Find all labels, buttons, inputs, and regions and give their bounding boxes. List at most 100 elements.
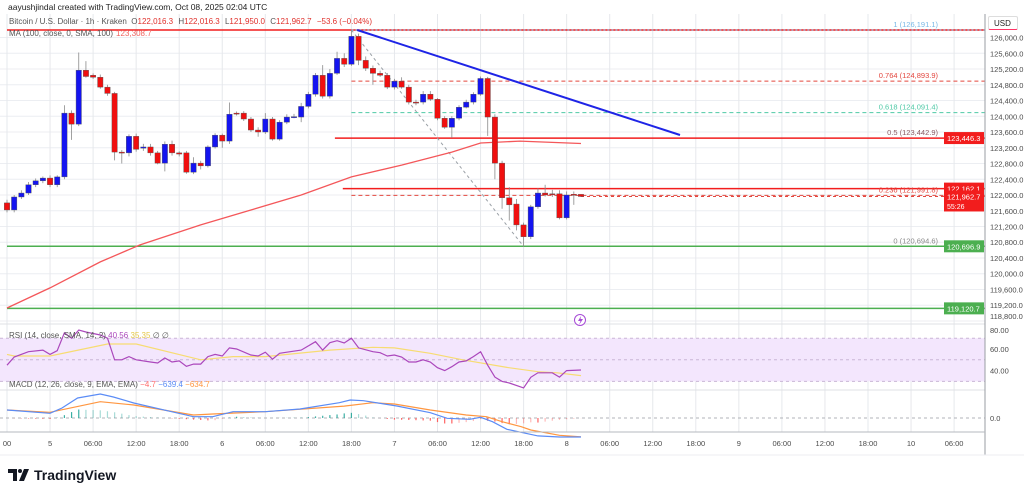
time-tick-label: 18:00	[859, 439, 878, 448]
candle-bullish	[326, 73, 333, 97]
rsi-legend-sma: 35.35	[130, 331, 151, 340]
price-tag-bg	[944, 240, 984, 253]
symbol-name[interactable]: Bitcoin / U.S. Dollar · 1h · Kraken	[9, 17, 127, 26]
candle-bullish	[75, 70, 82, 125]
macd-legend-macd: −639.4	[158, 380, 183, 389]
time-tick-label: 06:00	[84, 439, 103, 448]
trendline[interactable]	[356, 29, 681, 136]
candle-bullish	[283, 116, 290, 123]
candle-bullish	[334, 58, 340, 74]
rsi-legend-value: 40.56	[108, 331, 129, 340]
lightning-glyph	[578, 316, 583, 325]
price-tick-label: 120,800.0	[990, 238, 1023, 247]
candle-bullish	[456, 107, 462, 119]
candle-bearish	[506, 197, 513, 206]
price-tag-bg	[944, 132, 984, 145]
time-tick-label: 10	[907, 439, 915, 448]
price-tick-label: 124,000.0	[990, 112, 1023, 121]
macd-legend-signal: −634.7	[185, 380, 210, 389]
time-tick-label: 06:00	[428, 439, 447, 448]
time-tick-label: 9	[737, 439, 741, 448]
candle-bearish	[319, 75, 326, 97]
horizontal-lines[interactable]	[7, 29, 985, 310]
last-price-tag: 121,962.7	[947, 192, 980, 201]
fib-level-label: 0.5 (123,442.9)	[887, 128, 938, 137]
candle-bearish	[83, 70, 89, 77]
axes[interactable]: 126,000.0 125,600.0 125,200.0 124,800.0 124,…	[0, 14, 1024, 456]
tradingview-logo[interactable]: TradingView	[8, 467, 116, 483]
price-tag: 123,446.3	[947, 134, 980, 143]
fib-level-label: 0.236 (121,991.8)	[879, 185, 939, 194]
candle-bearish	[176, 152, 183, 155]
rsi-tick-label: 60.00	[990, 345, 1009, 354]
candle-bullish	[535, 192, 541, 208]
candle-bearish	[68, 112, 75, 125]
price-tick-label: 121,200.0	[990, 223, 1023, 232]
price-tick-label: 124,400.0	[990, 97, 1023, 106]
time-tick-label: 8	[565, 439, 569, 448]
macd-tick-label: 0.0	[990, 414, 1000, 423]
time-tick-label: 18:00	[342, 439, 361, 448]
rsi-line	[6, 329, 582, 389]
candle-bullish	[527, 206, 534, 237]
candle-bearish	[219, 134, 226, 142]
macd-legend-label: MACD (12, 26, close, 9, EMA, EMA)	[9, 380, 138, 389]
candle-bullish	[204, 146, 211, 167]
close-value: 121,962.7	[276, 17, 312, 26]
price-tag: 119,120.7	[947, 304, 980, 313]
last-price-tag-bg	[944, 190, 984, 212]
time-tick-label: 06:00	[600, 439, 619, 448]
macd-legend[interactable]: MACD (12, 26, close, 9, EMA, EMA) −4.7 −…	[9, 380, 210, 389]
candle-bearish	[370, 68, 376, 74]
candle-bullish	[276, 121, 283, 140]
candle-bullish	[312, 75, 319, 95]
rsi-legend-label: RSI (14, close, SMA, 14, 2)	[9, 331, 106, 340]
macd-pane	[6, 393, 582, 438]
candle-bearish	[147, 146, 154, 154]
candle-bullish	[18, 192, 25, 198]
time-tick-label: 12:00	[471, 439, 490, 448]
candle-bearish	[233, 112, 240, 115]
currency-button[interactable]: USD	[988, 16, 1018, 30]
close-label: C	[270, 17, 277, 26]
time-tick-label: 12:00	[643, 439, 662, 448]
price-tick-label: 126,000.0	[990, 34, 1023, 43]
rsi-legend[interactable]: RSI (14, close, SMA, 14, 2) 40.56 35.35 …	[9, 331, 169, 340]
candle-bearish	[549, 193, 556, 196]
candle-bearish	[90, 75, 97, 78]
time-tick-label: 06:00	[773, 439, 792, 448]
rsi-sma-line	[6, 343, 582, 377]
time-tick-label: 18:00	[514, 439, 533, 448]
low-label: L	[224, 17, 230, 26]
fib-level-label: 1 (126,191.1)	[893, 20, 938, 29]
time-tick-label: 12:00	[299, 439, 318, 448]
price-tick-label: 123,600.0	[990, 128, 1023, 137]
candle-bullish	[448, 118, 455, 128]
candle-bullish	[463, 101, 470, 108]
candle-bullish	[391, 81, 398, 88]
ma-legend-value: 123,308.7	[116, 29, 152, 38]
candle-bearish	[492, 116, 498, 164]
candle-bearish	[4, 202, 10, 211]
candle-bullish	[61, 112, 68, 178]
chart-credit: aayushjindal created with TradingView.co…	[8, 2, 268, 12]
candle-bullish	[477, 78, 484, 95]
candle-bearish	[133, 136, 140, 150]
candle-bullish	[470, 94, 477, 103]
time-tick-label: 06:00	[945, 439, 964, 448]
candle-bullish	[348, 36, 355, 65]
ma-legend-label: MA (100, close, 0, SMA, 100)	[9, 29, 114, 38]
fibonacci-retracement[interactable]: 1 (126,191.1) 0.764 (124,893.9) 0.618 (124…	[351, 20, 985, 247]
candle-bearish	[398, 81, 405, 88]
price-tick-label: 119,600.0	[990, 285, 1023, 294]
candle-bearish	[248, 118, 254, 131]
rsi-pane	[6, 329, 582, 389]
candle-bearish	[97, 77, 104, 88]
ma-legend[interactable]: MA (100, close, 0, SMA, 100) 123,308.7	[9, 29, 152, 38]
time-tick-label: 06:00	[256, 439, 275, 448]
price-tick-label: 120,400.0	[990, 254, 1023, 263]
candles	[4, 30, 584, 247]
price-tick-label: 119,200.0	[990, 301, 1023, 310]
candle-bearish	[556, 193, 563, 219]
